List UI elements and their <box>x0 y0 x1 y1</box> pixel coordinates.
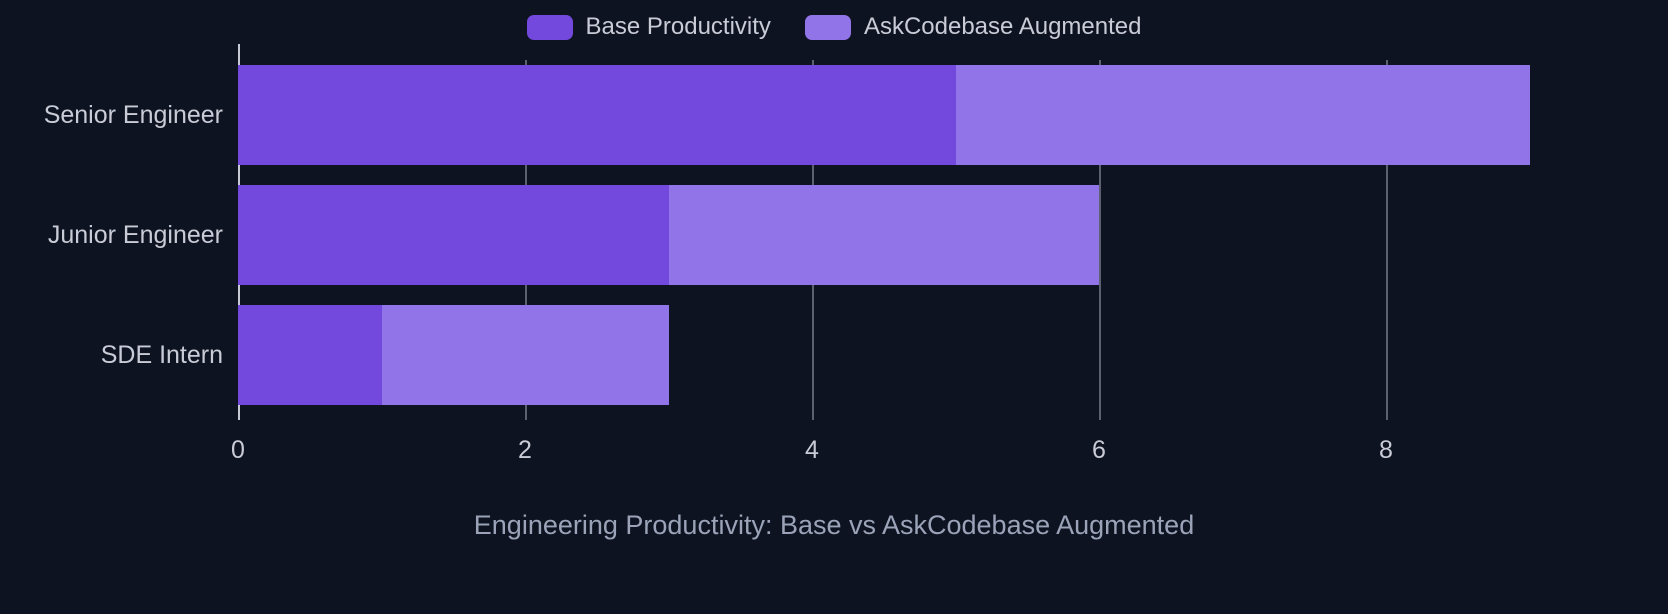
x-axis-tick-label: 8 <box>1379 436 1393 464</box>
legend-item-askcodebase-augmented[interactable]: AskCodebase Augmented <box>804 13 1142 40</box>
x-axis-tick-label: 2 <box>518 436 532 464</box>
x-axis-tick-label: 0 <box>231 436 245 464</box>
chart-legend: Base Productivity AskCodebase Augmented <box>0 14 1668 40</box>
bar-segment[interactable] <box>381 305 669 405</box>
legend-swatch-icon <box>526 14 573 40</box>
legend-swatch-icon <box>804 14 851 40</box>
x-axis-tick-label: 6 <box>1092 436 1106 464</box>
chart-title: Engineering Productivity: Base vs AskCod… <box>473 510 1195 540</box>
y-axis-tick-label: Junior Engineer <box>47 221 223 249</box>
bar-segment[interactable] <box>238 185 669 285</box>
legend-label: Base Productivity <box>585 13 771 40</box>
y-axis-tick-label: SDE Intern <box>100 341 223 369</box>
x-axis-tick-label: 4 <box>805 436 819 464</box>
bar-segment[interactable] <box>238 65 956 165</box>
bar-segment[interactable] <box>668 185 1099 285</box>
bar-row[interactable] <box>238 305 669 405</box>
bar-segment[interactable] <box>955 65 1530 165</box>
gridline <box>1099 60 1101 420</box>
gridline <box>1386 60 1388 420</box>
y-axis-tick-label: Senior Engineer <box>43 101 223 129</box>
bar-row[interactable] <box>238 65 1530 165</box>
legend-label: AskCodebase Augmented <box>863 13 1142 40</box>
legend-item-base-productivity[interactable]: Base Productivity <box>526 13 771 40</box>
plot-area <box>238 60 1601 420</box>
bar-segment[interactable] <box>238 305 382 405</box>
bar-row[interactable] <box>238 185 1099 285</box>
